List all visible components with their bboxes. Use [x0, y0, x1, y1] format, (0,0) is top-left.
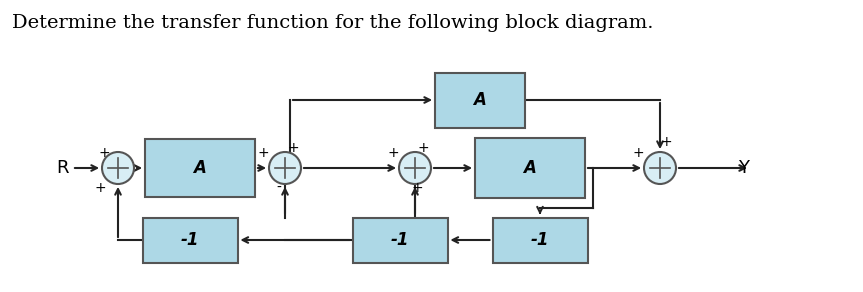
Bar [352, 218, 448, 263]
Text: +: + [412, 181, 423, 195]
Circle shape [644, 152, 676, 184]
Text: R: R [56, 159, 68, 177]
Circle shape [269, 152, 301, 184]
Text: -1: -1 [531, 231, 549, 249]
Text: +: + [418, 141, 430, 155]
Text: -1: -1 [180, 231, 199, 249]
Text: +: + [99, 146, 110, 160]
Text: +: + [633, 146, 644, 160]
Text: Y: Y [738, 159, 749, 177]
Bar [475, 138, 585, 198]
Text: +: + [387, 146, 399, 160]
Bar [493, 218, 588, 263]
Text: +: + [95, 181, 106, 195]
Text: A: A [524, 159, 537, 177]
Text: A: A [193, 159, 206, 177]
Text: A: A [474, 91, 487, 109]
Bar [435, 72, 525, 128]
Bar [142, 218, 237, 263]
Text: +: + [257, 146, 268, 160]
Text: -1: -1 [391, 231, 409, 249]
Circle shape [102, 152, 134, 184]
Text: +: + [661, 135, 672, 149]
Bar [145, 139, 255, 197]
Text: +: + [288, 141, 299, 155]
Text: Determine the transfer function for the following block diagram.: Determine the transfer function for the … [12, 14, 653, 32]
Circle shape [399, 152, 431, 184]
Text: -: - [276, 181, 280, 195]
